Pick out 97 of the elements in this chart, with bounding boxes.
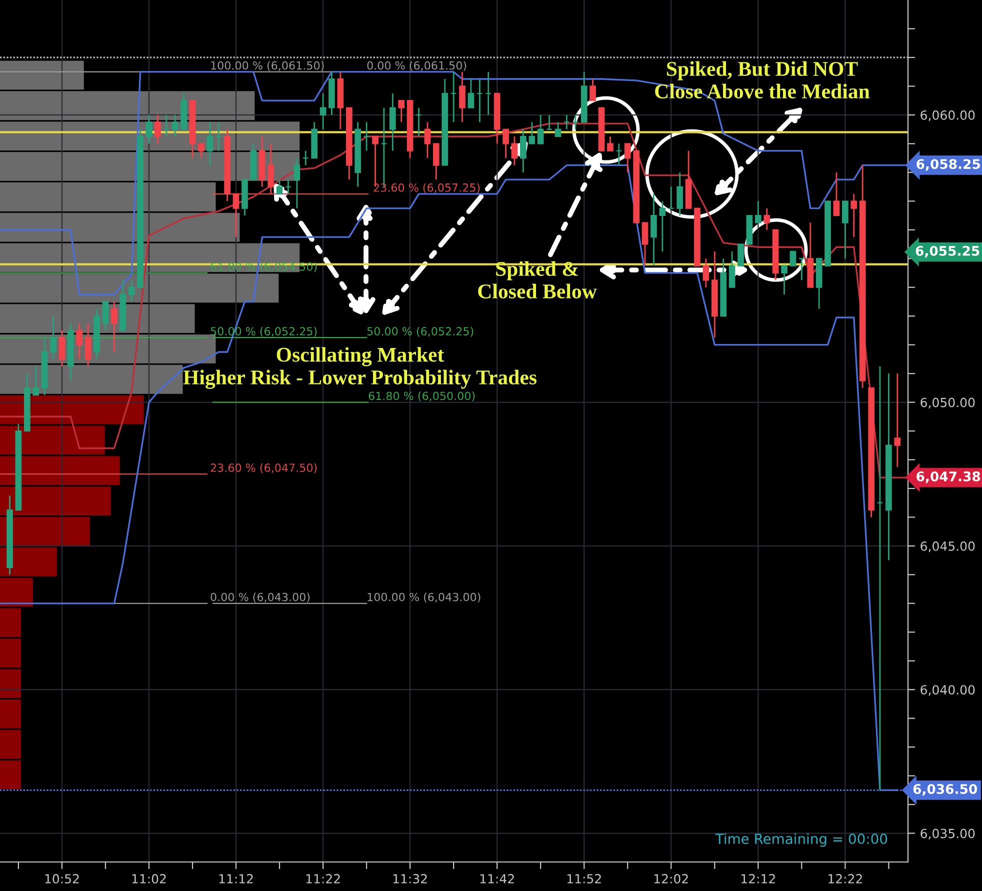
candlestick [537,114,544,144]
annotation: Oscillating Market Higher Risk - Lower Probability Trades [183,347,537,389]
candlestick [607,136,614,152]
candlestick [850,193,858,238]
y-tick-label: 6,050.00 [920,398,975,408]
candlestick [554,121,562,138]
line-series [0,122,907,478]
candlestick [528,121,536,144]
candlestick [424,121,431,159]
annotation: 6,058.25 [916,159,980,171]
candlestick [450,71,457,123]
ref-line-label: 100.00 % (6,061.50) [211,61,324,71]
candlestick [206,121,214,166]
candlestick [659,200,666,252]
candlestick [50,315,56,360]
candlestick [842,200,848,260]
candlestick [616,142,622,166]
candlestick [76,322,83,360]
x-tick-label: 11:22 [306,874,340,884]
x-tick-label: 10:52 [45,874,79,884]
ref-line-label: 0.00 % (6,043.00) [210,592,310,603]
candlestick [502,128,509,159]
candlestick [781,265,788,296]
candlestick [416,107,422,138]
x-tick-label: 12:12 [742,874,775,884]
candlestick [398,100,405,123]
candlestick [676,172,683,216]
candlestick [728,250,736,288]
x-tick-label: 11:52 [567,874,601,884]
candlestick [32,366,40,396]
candlestick [754,200,762,224]
candlestick [84,322,92,368]
candlestick [276,178,283,195]
candlestick [546,114,552,130]
candlestick [738,244,744,266]
annotation: 100.00 % (6,043.00) [368,592,480,603]
x-tick-label: 11:12 [219,874,253,884]
annotation: Spiked, But Did NOT Close Above the Median [655,61,870,98]
y-tick-label: 6,035.00 [920,828,975,840]
annotation: Time Remaining = 00:00 [715,833,888,847]
candlestick [624,142,631,174]
candlestick [302,150,309,166]
y-tick-label: 6,040.00 [920,685,975,696]
annotation: 50.00 % (6,052.25) [367,326,474,337]
candlestick [476,78,483,123]
candlestick [572,114,579,130]
candlestick [432,142,440,180]
ref-line-label: 23.60 % (6,057.25) [374,183,480,194]
candlestick [520,128,526,174]
candlestick [154,114,161,144]
candlestick [389,92,396,152]
candlestick [172,114,178,138]
candlestick [511,136,518,166]
candlestick [459,71,466,123]
ref-line-label: 23.60 % (6,047.50) [210,463,317,474]
ref-line-label: 61.80 % (6,050.00) [368,392,475,402]
candlestick [564,114,570,130]
candlestick [485,71,492,116]
candlestick [790,250,796,266]
candlestick [58,330,66,368]
candlestick [215,121,222,152]
candlestick [111,301,118,353]
candlestick [163,114,170,138]
annotation: Spiked & Closed Below [478,261,597,298]
candlestick [146,114,152,144]
x-tick-label: 11:32 [393,874,427,884]
candlestick [876,366,884,791]
candlestick [232,193,240,238]
candlestick [468,78,474,108]
candlestick [798,258,805,281]
annotation: 6,047.38 [916,471,980,484]
x-tick-label: 12:22 [828,874,862,884]
y-tick-label: 6,060.00 [920,110,975,122]
x-tick-label: 11:42 [480,874,514,884]
candlestick [642,222,648,266]
annotation: 0.00 % (6,061.50) [367,61,466,71]
candlestick [320,92,326,130]
candlestick [590,78,596,102]
line-series [0,164,898,791]
candlestick [668,186,674,210]
candlestick [198,142,204,159]
x-tick-label: 11:02 [132,874,166,884]
candlestick [294,157,300,210]
ref-line-label: 6,036.50 [913,784,978,796]
candlestick [833,172,840,216]
candlestick [285,178,292,195]
text: 6,055.25 [916,246,980,258]
y-tick-label: 6,045.00 [920,541,975,552]
candlestick [128,279,135,302]
candlestick [702,258,710,288]
candlestick [650,193,657,266]
candlestick [363,121,370,152]
candlestick [764,208,770,231]
candlestick [268,142,274,195]
candlestick [102,301,109,332]
candlestick [894,372,901,468]
x-tick-label: 12:02 [654,874,688,884]
